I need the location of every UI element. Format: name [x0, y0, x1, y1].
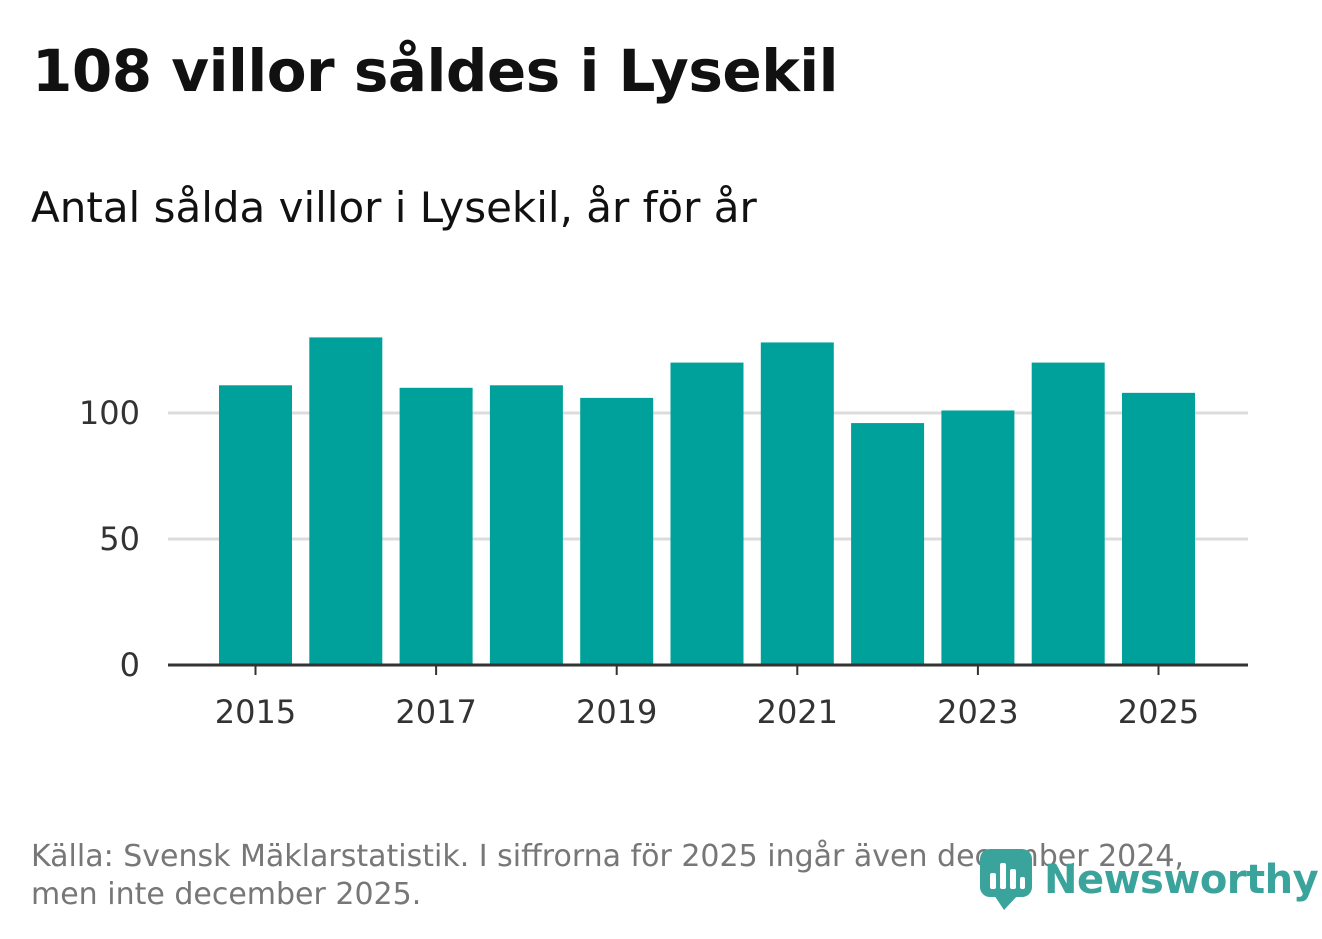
newsworthy-logo-icon	[980, 849, 1032, 910]
bar-2017	[399, 387, 473, 665]
y-tick-label: 100	[79, 394, 140, 432]
x-tick-label: 2021	[757, 693, 838, 731]
bar-chart: 0 50 100 2015 2017 2019 2021 2023 2025	[79, 337, 1248, 731]
bar-2015	[219, 385, 292, 665]
x-tick-label: 2017	[395, 693, 476, 731]
bar-2024	[1031, 362, 1105, 665]
x-tick-label: 2019	[576, 693, 657, 731]
brand-name: Newsworthy	[1044, 857, 1319, 903]
bar-2025	[1122, 392, 1195, 665]
bar-2020	[670, 362, 744, 665]
bar-2022	[851, 423, 925, 665]
y-axis-ticks: 0 50 100	[79, 394, 140, 684]
chart-title: 108 villor såldes i Lysekil	[32, 37, 839, 105]
x-tick-label: 2025	[1118, 693, 1199, 731]
bar-2016	[309, 337, 383, 665]
bar-2021	[760, 342, 834, 665]
chart-subtitle: Antal sålda villor i Lysekil, år för år	[31, 183, 757, 232]
bar-2019	[580, 397, 654, 665]
y-tick-label: 0	[120, 646, 140, 684]
x-tick-label: 2015	[215, 693, 296, 731]
x-tick-label: 2023	[937, 693, 1018, 731]
x-axis-ticks: 2015 2017 2019 2021 2023 2025	[215, 665, 1199, 731]
bar-2023	[941, 410, 1015, 665]
bars	[219, 337, 1195, 665]
y-tick-label: 50	[99, 520, 140, 558]
source-line-2: men inte december 2025.	[31, 877, 422, 912]
brand-logo: Newsworthy	[980, 848, 1319, 912]
bar-2018	[489, 385, 563, 665]
